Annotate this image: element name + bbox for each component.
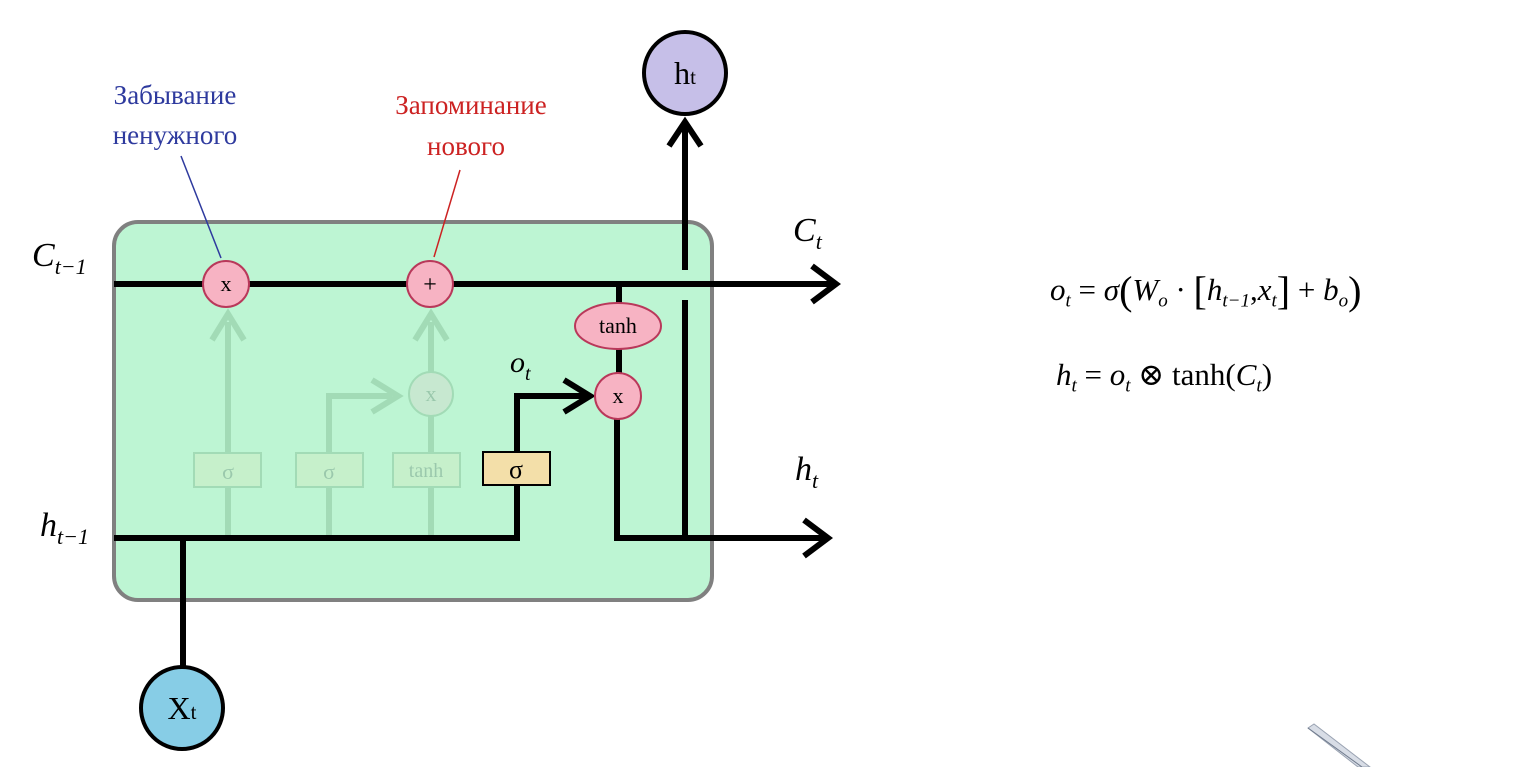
cell-prev-label: Ct−1 <box>32 237 87 279</box>
hidden-output-line <box>614 418 828 541</box>
output-node-label: ht <box>674 55 696 91</box>
forget-annotation-pointer <box>180 155 222 259</box>
hidden-prev-label: ht−1 <box>40 507 89 549</box>
faded-gates: σ σ tanh x <box>193 308 461 538</box>
lstm-cell <box>112 220 714 602</box>
remember-annotation-line1: Запоминание <box>395 90 546 120</box>
cell-state-label: Ct <box>793 212 823 254</box>
output-multiply-symbol: x <box>613 383 624 408</box>
input-node <box>139 665 225 751</box>
cell-state-arrowhead <box>810 263 841 305</box>
faded-multiply: x <box>426 381 437 406</box>
forget-multiply-gate <box>202 260 250 308</box>
output-gate-line <box>514 393 588 453</box>
forget-annotation-line1: Забывание <box>114 80 237 110</box>
hidden-state-label: ht <box>795 451 819 493</box>
output-sigma-box <box>482 451 551 486</box>
equation-output-gate: ot = σ(Wo · [ht−1,xt] + bo) <box>1050 268 1362 313</box>
faded-sigma-1: σ <box>222 459 234 484</box>
pen-cursor-icon <box>1307 723 1371 767</box>
hidden-output-arrowhead <box>802 517 833 559</box>
forget-multiply-symbol: x <box>221 271 232 296</box>
output-multiply-gate <box>594 372 642 420</box>
output-vertical-arrowhead <box>666 116 704 148</box>
faded-sigma-2: σ <box>323 459 335 484</box>
faded-tanh: tanh <box>409 460 443 482</box>
remember-annotation-line2: нового <box>427 131 505 161</box>
tanh-gate <box>574 302 662 350</box>
tanh-label: tanh <box>599 313 637 338</box>
add-gate <box>406 260 454 308</box>
equation-hidden-state: ht = ot ⊗ tanh(Ct) <box>1056 357 1273 397</box>
hidden-input-line <box>114 484 520 541</box>
output-node <box>642 30 728 116</box>
remember-annotation-pointer <box>433 169 461 258</box>
output-sigma-symbol: σ <box>509 455 523 484</box>
output-gate-label: ot <box>510 346 531 385</box>
input-node-label: Xt <box>168 690 197 726</box>
forget-annotation-line2: ненужного <box>113 120 238 150</box>
output-gate-arrowhead <box>562 377 596 415</box>
add-symbol: + <box>423 272 437 298</box>
